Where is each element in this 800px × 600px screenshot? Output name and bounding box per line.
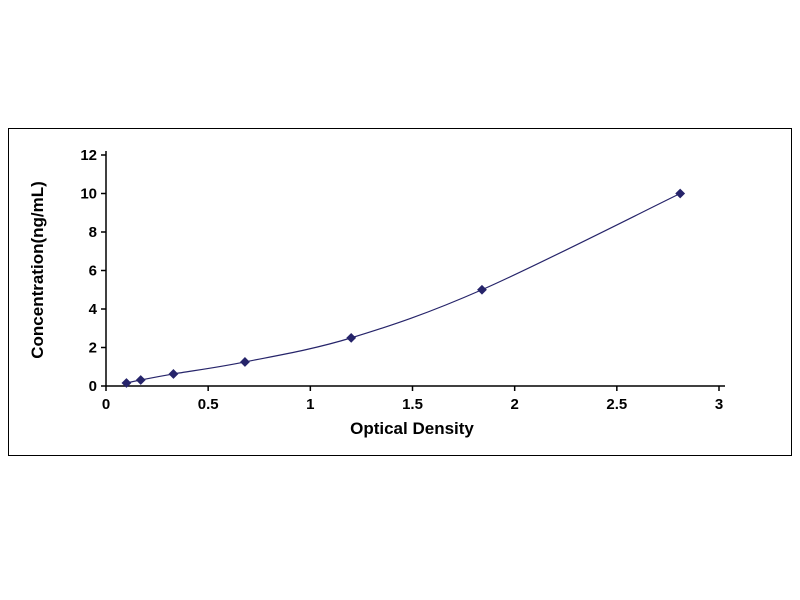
x-tick-label: 2.5 bbox=[606, 396, 627, 413]
data-point-marker bbox=[121, 378, 132, 388]
data-point-marker bbox=[675, 188, 686, 199]
x-tick-label: 3 bbox=[715, 396, 723, 413]
x-tick-label: 0.5 bbox=[198, 396, 219, 413]
data-point-marker bbox=[168, 369, 179, 379]
y-tick-label: 8 bbox=[89, 224, 97, 241]
plot-dynamic: 0 0.5 1 1.5 2 2.5 3 0 2 4 6 8 10 12 bbox=[80, 147, 725, 413]
x-tick-label: 1 bbox=[306, 396, 314, 413]
x-tick-label: 0 bbox=[102, 396, 110, 413]
y-tick-label: 2 bbox=[89, 340, 97, 357]
data-point-marker bbox=[346, 332, 357, 343]
y-axis-title: Concentration(ng/mL) bbox=[28, 181, 47, 359]
x-tick-label: 2 bbox=[510, 396, 518, 413]
y-tick-label: 6 bbox=[89, 263, 97, 280]
data-point-marker bbox=[477, 284, 487, 295]
data-point-marker bbox=[135, 375, 146, 385]
y-tick-label: 0 bbox=[89, 378, 97, 395]
data-point-marker bbox=[240, 357, 250, 367]
chart-frame: 0 0.5 1 1.5 2 2.5 3 0 2 4 6 8 10 12 Optical Density C… bbox=[8, 128, 792, 456]
curve-line bbox=[126, 192, 681, 384]
standard-curve-chart: 0 0.5 1 1.5 2 2.5 3 0 2 4 6 8 10 12 Optical Density C… bbox=[28, 147, 725, 438]
x-tick-label: 1.5 bbox=[402, 396, 423, 413]
y-tick-label: 4 bbox=[89, 301, 98, 318]
y-tick-label: 12 bbox=[80, 147, 97, 164]
x-axis-title: Optical Density bbox=[350, 419, 474, 438]
y-tick-label: 10 bbox=[80, 186, 97, 203]
